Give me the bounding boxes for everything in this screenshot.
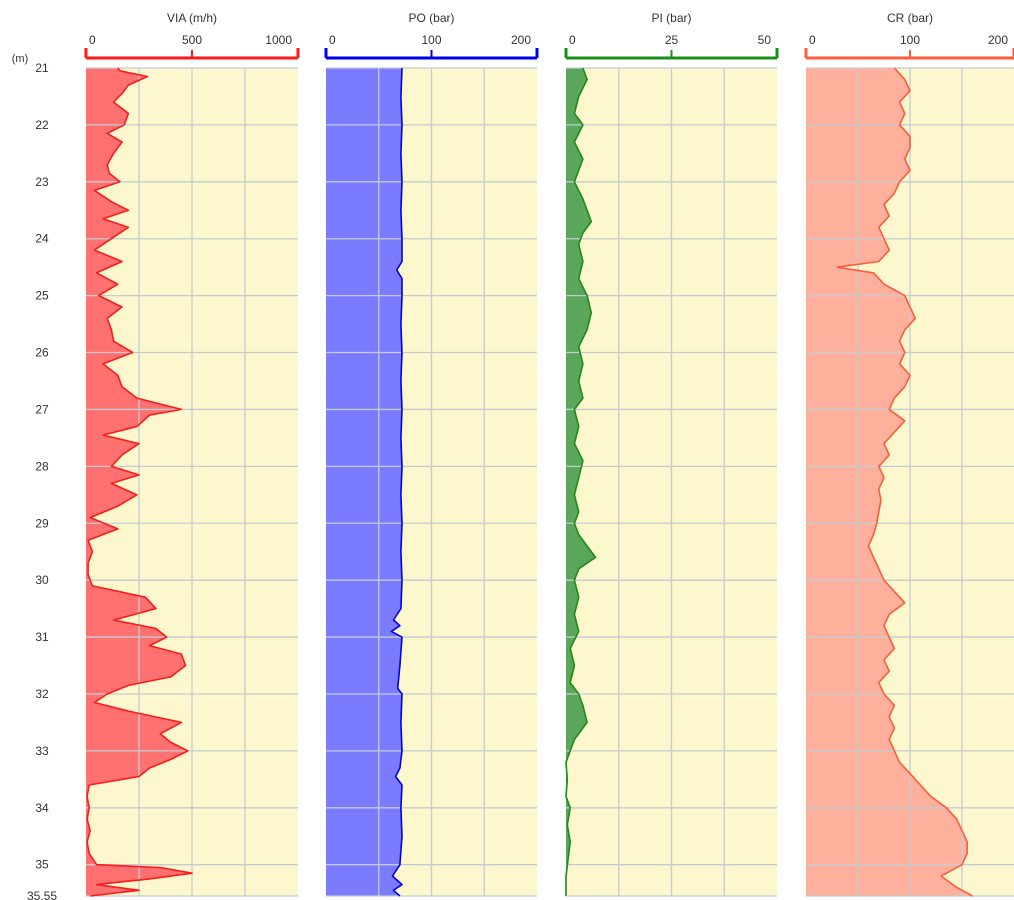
track-4-scale-label: 0: [809, 33, 816, 47]
track-2-scale-label: 200: [511, 33, 531, 47]
track-1-scale-label: 0: [89, 33, 96, 47]
depth-tick-label: 22: [35, 118, 49, 132]
track-3: 0 25 50 PI (bar): [564, 11, 779, 897]
track-3-scale-label: 25: [665, 33, 679, 47]
depth-tick-label: 21: [35, 61, 49, 75]
track-2-area: [326, 68, 402, 896]
track-4-curve: [836, 67, 973, 897]
depth-tick-label: 25: [35, 289, 49, 303]
track-3-scale-label: 50: [758, 33, 772, 47]
depth-tick-label: 26: [35, 346, 49, 360]
depth-tick-label: 35: [35, 858, 49, 872]
track-4-scale-label: 200: [988, 33, 1008, 47]
track-2-curve: [390, 67, 403, 897]
depth-tick-label: 31: [35, 630, 49, 644]
track-3-scale-label: 0: [569, 33, 576, 47]
track-4-title: CR (bar): [887, 11, 933, 25]
track-1: 0 500 1000 VIA (m/h): [84, 11, 300, 897]
depth-tick-label: 33: [35, 744, 49, 758]
depth-tick-label: 35,55: [27, 889, 57, 900]
depth-tick-label: 34: [35, 801, 49, 815]
depth-tick-label: 32: [35, 687, 49, 701]
depth-tick-label: 30: [35, 573, 49, 587]
track-1-scale-label: 1000: [265, 33, 292, 47]
track-4-area: [806, 68, 973, 896]
depth-tick-label: 29: [35, 516, 49, 530]
track-2-scale-label: 100: [421, 33, 441, 47]
track-2-title: PO (bar): [408, 11, 454, 25]
track-3-curve: [565, 67, 597, 896]
track-1-scale-label: 500: [182, 33, 202, 47]
track-1-curve: [86, 67, 193, 897]
track-2: 0 100 200 PO (bar): [324, 11, 539, 897]
depth-unit-label: (m): [12, 53, 29, 65]
depth-tick-label: 23: [35, 175, 49, 189]
depth-tick-label: 27: [35, 402, 49, 416]
track-3-area: [566, 68, 596, 896]
track-1-title: VIA (m/h): [167, 11, 217, 25]
depth-tick-label: 24: [35, 232, 49, 246]
track-3-title: PI (bar): [651, 11, 691, 25]
track-1-area: [86, 68, 192, 896]
track-4-scale-label: 100: [900, 33, 920, 47]
track-4: 0 100 200 CR (bar): [804, 11, 1014, 897]
depth-tick-label: 28: [35, 459, 49, 473]
track-2-scale-label: 0: [329, 33, 336, 47]
